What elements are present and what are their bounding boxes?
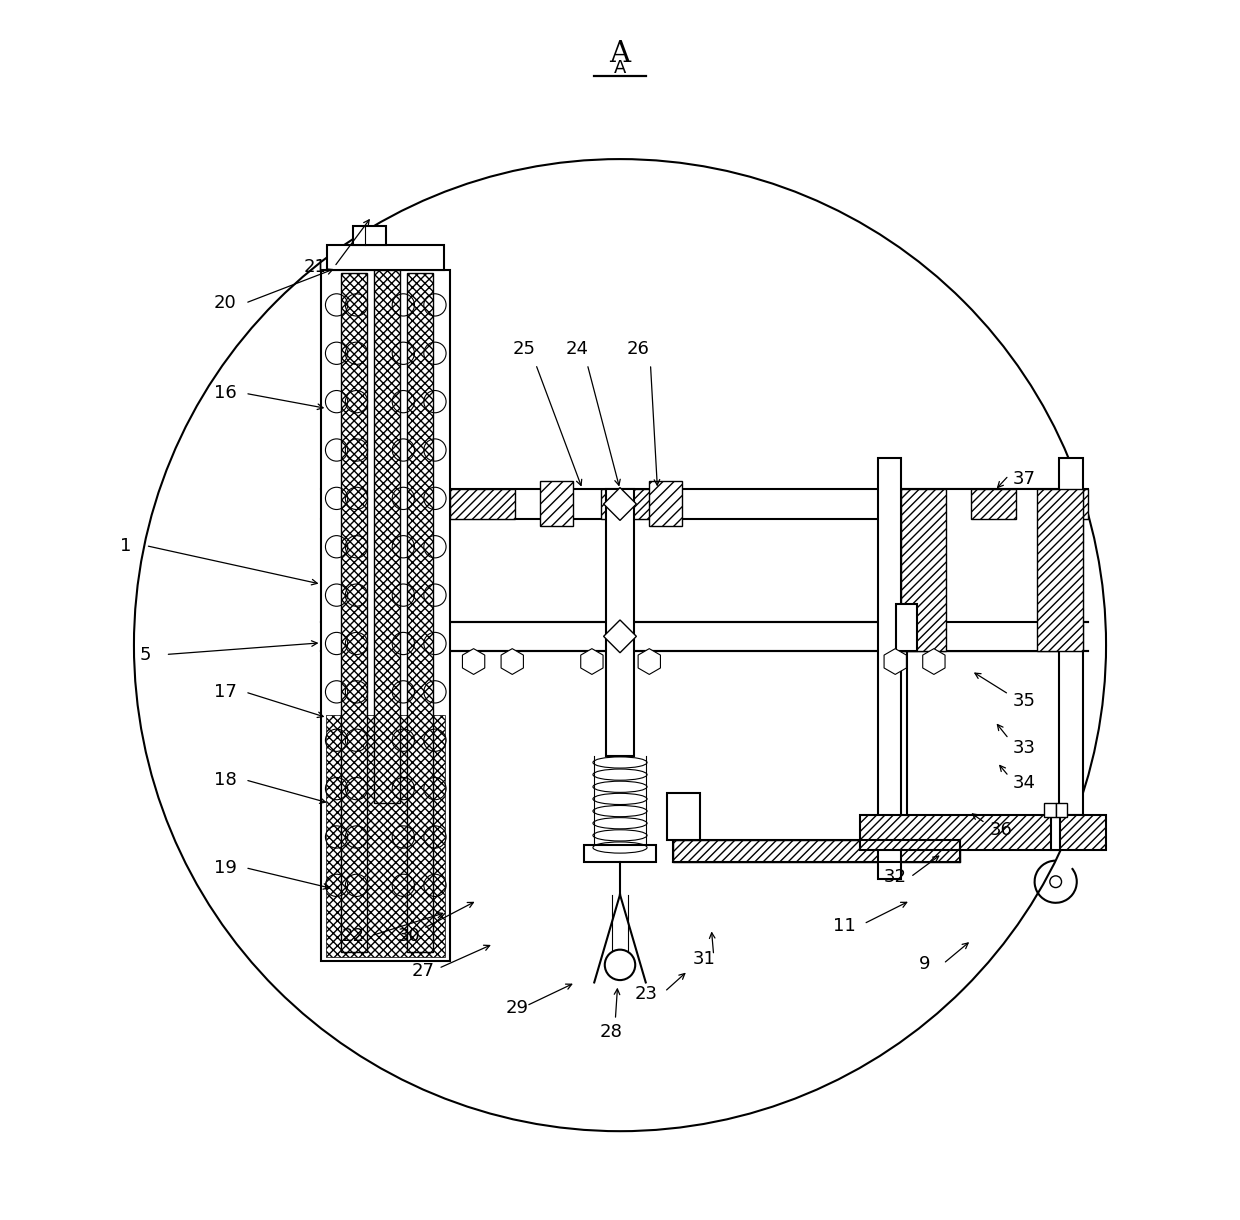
Circle shape [605, 949, 635, 980]
Text: 24: 24 [565, 340, 588, 357]
Text: 11: 11 [833, 917, 857, 936]
Bar [1044, 803, 1055, 817]
Polygon shape [604, 488, 636, 521]
Bar [897, 604, 918, 651]
Bar [1052, 817, 1060, 850]
Bar [374, 271, 399, 803]
Circle shape [1050, 876, 1061, 888]
Text: 27: 27 [412, 961, 435, 980]
Text: 22: 22 [341, 927, 365, 944]
Text: 30: 30 [398, 927, 420, 944]
Text: 32: 32 [884, 869, 906, 886]
Bar [606, 489, 634, 756]
Bar [1059, 651, 1083, 815]
Bar [326, 715, 445, 956]
Text: 35: 35 [1013, 693, 1035, 710]
Text: 26: 26 [626, 340, 649, 357]
Bar [321, 271, 450, 961]
Text: 20: 20 [215, 294, 237, 312]
Polygon shape [604, 620, 636, 653]
Bar [584, 845, 656, 861]
Text: 34: 34 [1013, 775, 1035, 792]
Bar [901, 622, 1083, 651]
Text: 19: 19 [213, 859, 237, 877]
Bar [971, 489, 1016, 518]
Bar [1037, 489, 1083, 651]
Bar [353, 226, 386, 244]
Text: 21: 21 [304, 257, 327, 276]
Bar [1055, 803, 1068, 817]
Bar [327, 244, 444, 271]
Text: A: A [614, 59, 626, 77]
Text: 23: 23 [635, 986, 657, 1003]
Text: 17: 17 [213, 683, 237, 701]
Text: 37: 37 [1013, 470, 1035, 488]
Text: 18: 18 [215, 771, 237, 789]
Text: 25: 25 [512, 340, 536, 357]
Text: 36: 36 [990, 821, 1012, 839]
Text: 28: 28 [599, 1022, 622, 1041]
Bar [901, 489, 1083, 651]
Bar [341, 273, 367, 952]
Bar [321, 622, 1089, 651]
Text: 31: 31 [693, 950, 715, 967]
Bar [450, 489, 515, 518]
Bar [541, 481, 573, 526]
Text: 9: 9 [919, 955, 930, 972]
Bar [861, 815, 1106, 850]
Text: 1: 1 [120, 537, 131, 555]
Bar [901, 489, 946, 651]
Bar [321, 489, 1089, 518]
Bar [878, 458, 901, 880]
Text: 33: 33 [1013, 739, 1035, 758]
Bar [673, 839, 960, 861]
Bar [650, 481, 682, 526]
Bar [407, 273, 433, 952]
Bar [1059, 458, 1083, 542]
Bar [601, 489, 673, 518]
Text: 29: 29 [506, 999, 528, 1017]
Text: A: A [609, 40, 631, 68]
Bar [1042, 489, 1089, 518]
Bar [667, 793, 699, 839]
Text: 16: 16 [215, 384, 237, 403]
Text: 5: 5 [140, 645, 151, 664]
